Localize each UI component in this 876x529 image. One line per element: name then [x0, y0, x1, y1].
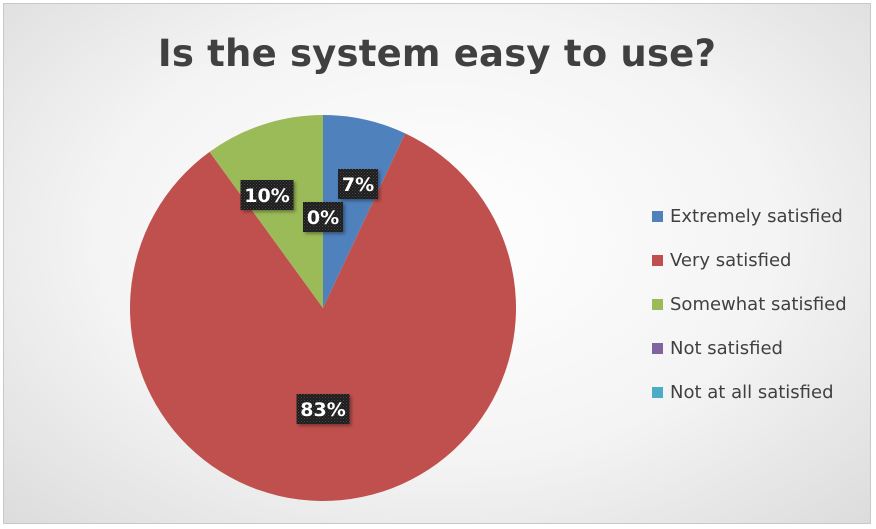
data-label-extremely-satisfied: 7% [338, 169, 378, 199]
data-label-somewhat-satisfied: 10% [240, 180, 294, 210]
legend-label: Somewhat satisfied [670, 293, 847, 315]
pie-slice-somewhat-satisfied [209, 115, 323, 308]
legend-swatch [652, 210, 663, 222]
legend-item-somewhat-satisfied: Somewhat satisfied [652, 293, 847, 315]
svg-text:7%: 7% [342, 174, 374, 196]
legend-item-extremely-satisfied: Extremely satisfied [652, 205, 843, 227]
legend-swatch [652, 298, 663, 310]
legend-swatch [652, 342, 663, 354]
legend-label: Not at all satisfied [670, 381, 834, 403]
legend-label: Not satisfied [670, 337, 783, 359]
legend-label: Very satisfied [670, 249, 792, 271]
chart-title: Is the system easy to use? [157, 32, 717, 75]
data-label-very-satisfied: 83% [296, 394, 350, 424]
legend-item-not-satisfied: Not satisfied [652, 337, 783, 359]
chart-area: Is the system easy to use? 7% 83% 10% 0% Ex… [3, 3, 871, 524]
svg-text:83%: 83% [300, 399, 345, 421]
pie-slice-very-satisfied [129, 133, 517, 501]
svg-text:0%: 0% [307, 207, 339, 229]
legend-item-very-satisfied: Very satisfied [652, 249, 791, 271]
legend-label: Extremely satisfied [670, 205, 843, 227]
legend-item-not-at-all-satisfied: Not at all satisfied [652, 381, 834, 403]
pie-chart: 7% 83% 10% 0% [129, 115, 517, 501]
legend-swatch [652, 386, 663, 398]
data-label-not-satisfied: 0% [303, 202, 343, 232]
legend-swatch [652, 254, 663, 266]
pie-slice-extremely-satisfied [323, 115, 406, 308]
svg-text:10%: 10% [244, 185, 289, 207]
